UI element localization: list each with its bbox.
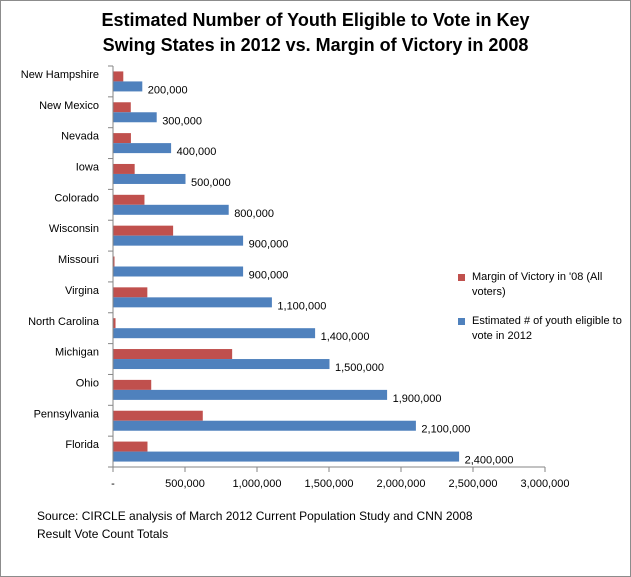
legend-label-margin: Margin of Victory in '08 (All voters) [472, 271, 603, 298]
bar-margin [113, 225, 174, 236]
bar-youth [113, 81, 143, 92]
bar-margin [113, 102, 131, 113]
bar-youth [113, 266, 244, 277]
source-note: Source: CIRCLE analysis of March 2012 Cu… [37, 507, 597, 543]
legend: Margin of Victory in '08 (All voters) Es… [458, 270, 623, 358]
bar-youth [113, 451, 460, 462]
y-category-label: North Carolina [28, 316, 100, 328]
y-category-label: Iowa [76, 162, 100, 174]
bar-youth [113, 297, 272, 308]
data-label: 500,000 [191, 177, 231, 189]
y-category-label: Ohio [76, 377, 99, 389]
bar-margin [113, 318, 116, 329]
y-category-label: New Mexico [39, 100, 99, 112]
x-tick-label: 3,000,000 [521, 478, 570, 490]
x-tick-label: 500,000 [165, 478, 205, 490]
y-category-label: Nevada [61, 131, 100, 143]
bar-margin [113, 256, 115, 267]
bar-youth [113, 204, 229, 215]
data-label: 900,000 [249, 239, 289, 251]
source-line-1: Source: CIRCLE analysis of March 2012 Cu… [37, 509, 473, 523]
chart-title-line-2: Swing States in 2012 vs. Margin of Victo… [102, 35, 529, 55]
data-label: 2,100,000 [421, 424, 470, 436]
source-line-2: Result Vote Count Totals [37, 527, 169, 541]
y-category-label: Florida [65, 439, 100, 451]
bar-margin [113, 410, 203, 421]
bar-youth [113, 420, 416, 431]
data-label: 800,000 [234, 208, 274, 220]
data-label: 1,100,000 [277, 300, 326, 312]
bar-youth [113, 359, 330, 370]
bar-margin [113, 194, 145, 205]
bar-margin [113, 441, 148, 452]
bar-margin [113, 287, 148, 298]
legend-item-youth: Estimated # of youth eligible to vote in… [458, 314, 623, 344]
chart-title: Estimated Number of Youth Eligible to Vo… [0, 8, 631, 58]
bar-youth [113, 328, 316, 339]
data-label: 200,000 [148, 84, 188, 96]
bar-youth [113, 173, 186, 184]
data-label: 900,000 [249, 270, 289, 282]
data-label: 1,500,000 [335, 362, 384, 374]
y-category-label: New Hampshire [21, 69, 99, 81]
bar-youth [113, 389, 388, 400]
legend-item-margin: Margin of Victory in '08 (All voters) [458, 270, 623, 300]
y-category-label: Virgina [65, 285, 100, 297]
data-label: 1,900,000 [393, 393, 442, 405]
x-tick-label: 1,500,000 [305, 478, 354, 490]
legend-swatch-margin [458, 274, 465, 281]
bar-margin [113, 71, 124, 82]
x-tick-label: 2,500,000 [449, 478, 498, 490]
bar-youth [113, 143, 172, 154]
legend-label-youth: Estimated # of youth eligible to vote in… [472, 315, 622, 342]
data-label: 1,400,000 [321, 331, 370, 343]
x-tick-label: 1,000,000 [233, 478, 282, 490]
bar-youth [113, 112, 157, 123]
bar-margin [113, 379, 152, 390]
legend-swatch-youth [458, 318, 465, 325]
chart-title-line-1: Estimated Number of Youth Eligible to Vo… [101, 10, 530, 30]
bar-margin [113, 133, 131, 144]
y-category-label: Missouri [58, 254, 99, 266]
data-label: 400,000 [177, 146, 217, 158]
data-label: 300,000 [162, 115, 202, 127]
bar-youth [113, 235, 244, 246]
x-tick-label: - [111, 478, 115, 490]
data-label: 2,400,000 [465, 455, 514, 467]
bar-margin [113, 349, 233, 360]
y-category-label: Michigan [55, 347, 99, 359]
y-category-label: Pennsylvania [34, 408, 100, 420]
bar-margin [113, 163, 135, 174]
x-tick-label: 2,000,000 [377, 478, 426, 490]
y-category-label: Colorado [54, 192, 99, 204]
y-category-label: Wisconsin [49, 223, 99, 235]
